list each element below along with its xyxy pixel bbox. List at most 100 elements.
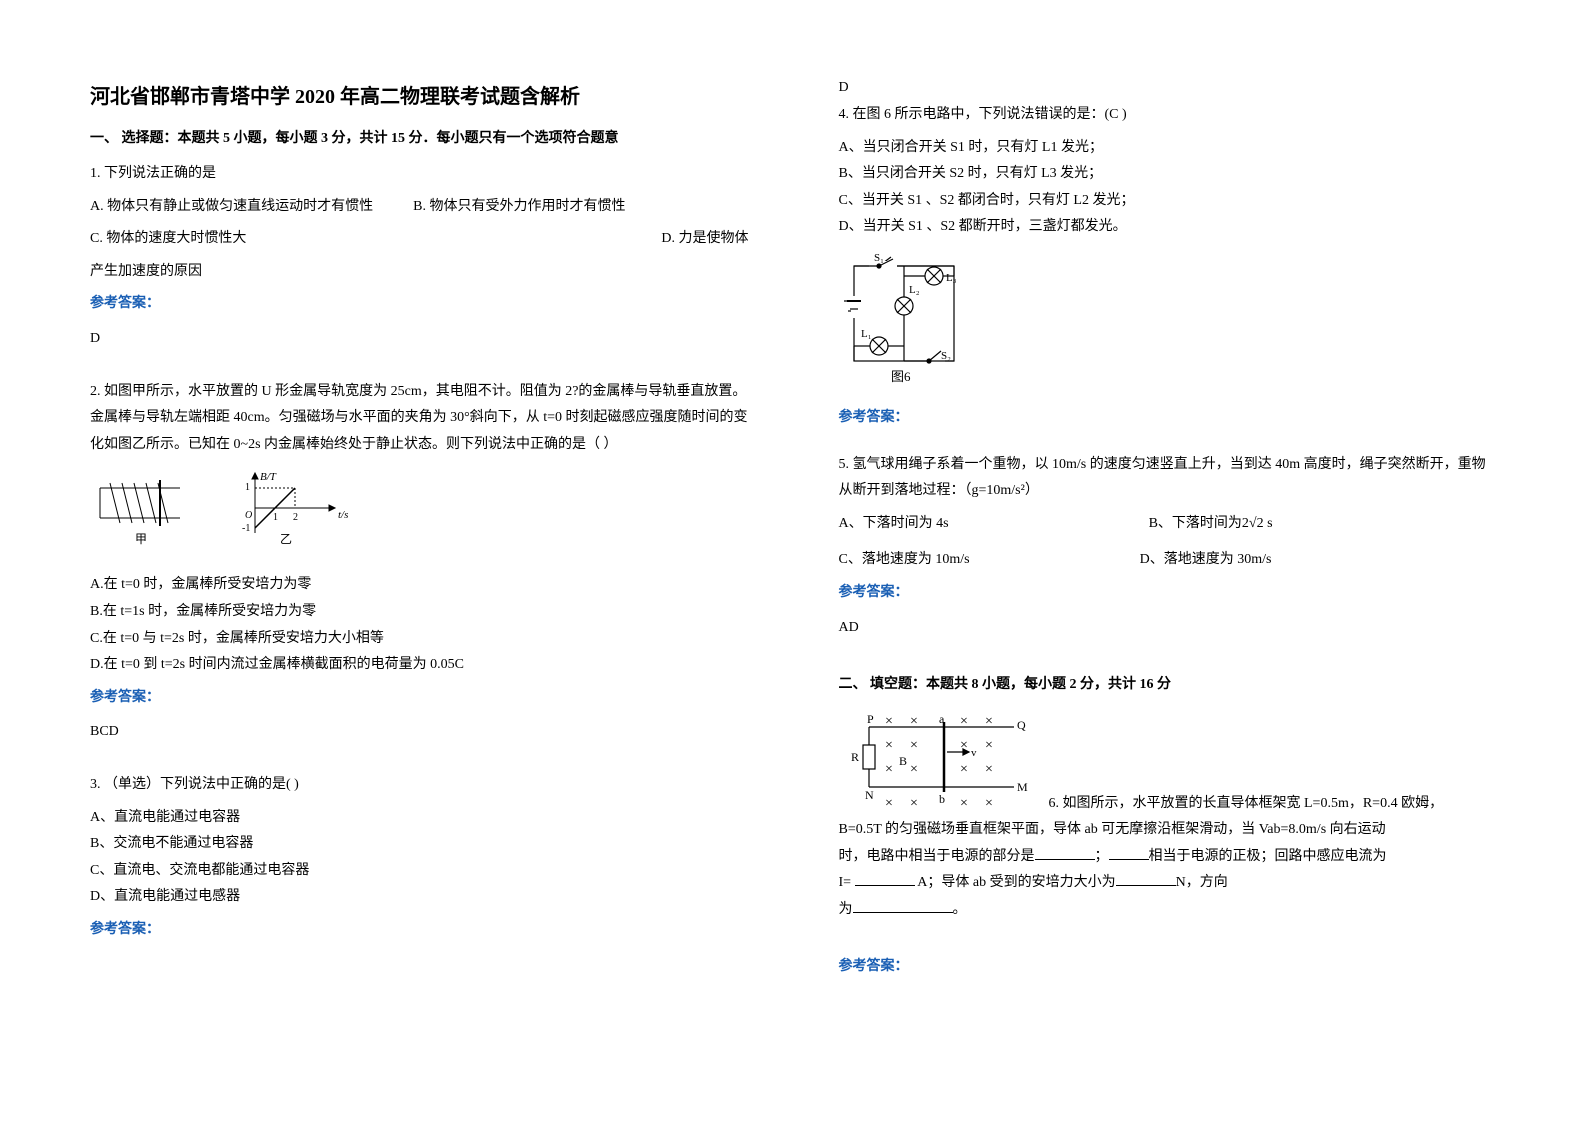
q2-svg: 甲 B/T t/s 1 -1 1 [90,468,350,558]
q2-xtick-2: 2 [293,512,298,523]
q2-ytick-1: 1 [245,482,250,493]
q5-answer-label: 参考答案： [839,580,1498,607]
q6-l4a: I= [839,875,855,890]
q4-stem: 4. 在图 6 所示电路中，下列说法错误的是：(C ) [839,102,1498,129]
q4-s2: S₂ [941,350,951,362]
svg-text:×: × [985,762,993,777]
q1-opt-d: D. 力是使物体 [661,226,748,253]
q2-origin: O [245,510,252,521]
q5-b-math: 2√2 [1242,516,1264,531]
q4-s1: S₁ [874,252,884,264]
q6-svg: ×××× ×××× ×××× ×××× P Q R M N a b B v [839,707,1039,817]
q6-v: v [971,747,977,759]
svg-text:×: × [985,796,993,811]
q6-figure: ×××× ×××× ×××× ×××× P Q R M N a b B v [839,707,1039,817]
q1-answer-label: 参考答案： [90,291,749,318]
q2-fig-yaxis: B/T [260,471,277,483]
svg-text:×: × [910,738,918,753]
q6-line2: B=0.5T 的匀强磁场垂直框架平面，导体 ab 可无摩擦沿框架滑动，当 Vab… [839,817,1498,844]
q6-stem-tail: 如图所示，水平放置的长直导体框架宽 L=0.5m，R=0.4 欧姆， [1063,796,1444,811]
q6-a: a [939,712,945,726]
q1-opt-d-tail: 产生加速度的原因 [90,259,749,286]
q6-line3: 时，电路中相当于电源的部分是 ； 相当于电源的正极；回路中感应电流为 [839,844,1498,871]
q5-opt-a: A、下落时间为 4s [839,511,949,538]
q6-l3a: 时，电路中相当于电源的部分是 [839,849,1035,864]
q6-line4: I= A；导体 ab 受到的安培力大小为 N，方向 [839,870,1498,897]
q2-opt-c: C.在 t=0 与 t=2s 时，金属棒所受安培力大小相等 [90,626,749,653]
q2-opt-b: B.在 t=1s 时，金属棒所受安培力为零 [90,599,749,626]
q4-opt-c: C、当开关 S1 、S2 都闭合时，只有灯 L2 发光； [839,188,1498,215]
q3-opt-c: C、直流电、交流电都能通过电容器 [90,858,749,885]
q6-blank-5 [853,898,953,913]
svg-text:×: × [960,762,968,777]
q6-l4c: N，方向 [1176,875,1228,890]
q6-b: b [939,792,945,806]
q1-opt-b: B. 物体只有受外力作用时才有惯性 [413,194,625,221]
svg-text:×: × [960,796,968,811]
question-6: ×××× ×××× ×××× ×××× P Q R M N a b B v [839,707,1498,988]
q6-blank-1 [1035,844,1095,859]
q6-blank-4 [1116,871,1176,886]
svg-text:×: × [885,738,893,753]
q6-answer-label: 参考答案： [839,954,1498,981]
q4-svg: S₁ S₂ L₁ L₂ L₃ 图6 [839,251,979,391]
section-2-header: 二、 填空题：本题共 8 小题，每小题 2 分，共计 16 分 [839,673,1498,693]
q2-figure: 甲 B/T t/s 1 -1 1 [90,468,749,558]
svg-text:×: × [960,714,968,729]
question-4: 4. 在图 6 所示电路中，下列说法错误的是：(C ) A、当只闭合开关 S1 … [839,102,1498,440]
q3-opt-a: A、直流电能通过电容器 [90,805,749,832]
q6-num: 6. [1049,796,1063,811]
right-column: D 4. 在图 6 所示电路中，下列说法错误的是：(C ) A、当只闭合开关 S… [839,80,1498,1082]
q6-l5a: 为 [839,902,853,917]
q6-N: N [865,788,874,802]
q3-opt-d: D、直流电能通过电感器 [90,884,749,911]
q6-Q: Q [1017,718,1026,732]
q2-fig-xaxis: t/s [338,509,348,521]
page-title: 河北省邯郸市青塔中学 2020 年高二物理联考试题含解析 [90,80,749,109]
section-1-header: 一、 选择题：本题共 5 小题，每小题 3 分，共计 15 分．每小题只有一个选… [90,127,749,147]
q2-ytick-2: -1 [242,523,250,534]
svg-text:×: × [885,762,893,777]
q4-opt-d: D、当开关 S1 、S2 都断开时，三盏灯都发光。 [839,214,1498,241]
q5-opt-d: D、落地速度为 30m/s [1140,547,1272,574]
q1-opt-a: A. 物体只有静止或做匀速直线运动时才有惯性 [90,194,373,221]
svg-text:×: × [985,738,993,753]
q1-answer: D [90,326,749,353]
svg-text:×: × [910,714,918,729]
q6-line5: 为。 [839,897,1498,924]
q2-fig-right-label: 乙 [280,532,292,546]
svg-text:×: × [910,762,918,777]
q1-opt-c: C. 物体的速度大时惯性大 [90,226,246,253]
q4-opt-b: B、当只闭合开关 S2 时，只有灯 L3 发光； [839,161,1498,188]
q3-stem: 3. （单选）下列说法中正确的是( ) [90,772,749,799]
svg-text:×: × [885,796,893,811]
q6-M: M [1017,780,1028,794]
q4-l1: L₁ [861,328,872,340]
svg-text:×: × [910,796,918,811]
q4-l2: L₂ [909,284,920,296]
q4-figure: S₁ S₂ L₁ L₂ L₃ 图6 [839,251,1498,391]
q2-opt-a: A.在 t=0 时，金属棒所受安培力为零 [90,572,749,599]
question-2: 2. 如图甲所示，水平放置的 U 形金属导轨宽度为 25cm，其电阻不计。阻值为… [90,379,749,760]
q6-blank-3 [855,871,915,886]
q3-answer-label: 参考答案： [90,917,749,944]
q2-xtick-1: 1 [273,512,278,523]
q5-b-pre: B、下落时间为 [1149,516,1242,531]
q5-opt-c: C、落地速度为 10m/s [839,547,970,574]
q5-opt-b: B、下落时间为2√2 s [1149,511,1273,538]
q6-l3c: 相当于电源的正极；回路中感应电流为 [1149,849,1387,864]
question-1: 1. 下列说法正确的是 A. 物体只有静止或做匀速直线运动时才有惯性 B. 物体… [90,161,749,367]
q4-caption: 图6 [891,369,911,384]
q5-b-suf: s [1264,516,1273,531]
q2-answer: BCD [90,719,749,746]
svg-text:×: × [885,714,893,729]
q4-opt-a: A、当只闭合开关 S1 时，只有灯 L1 发光； [839,135,1498,162]
q6-P: P [867,712,874,726]
q1-stem: 1. 下列说法正确的是 [90,161,749,188]
q3-answer: D [839,80,1498,96]
q2-answer-label: 参考答案： [90,685,749,712]
q6-l3b: ； [1095,849,1109,864]
question-5: 5. 氢气球用绳子系着一个重物，以 10m/s 的速度匀速竖直上升，当到达 40… [839,452,1498,656]
q6-l4b: A；导体 ab 受到的安培力大小为 [915,875,1116,890]
q5-stem: 5. 氢气球用绳子系着一个重物，以 10m/s 的速度匀速竖直上升，当到达 40… [839,452,1498,505]
